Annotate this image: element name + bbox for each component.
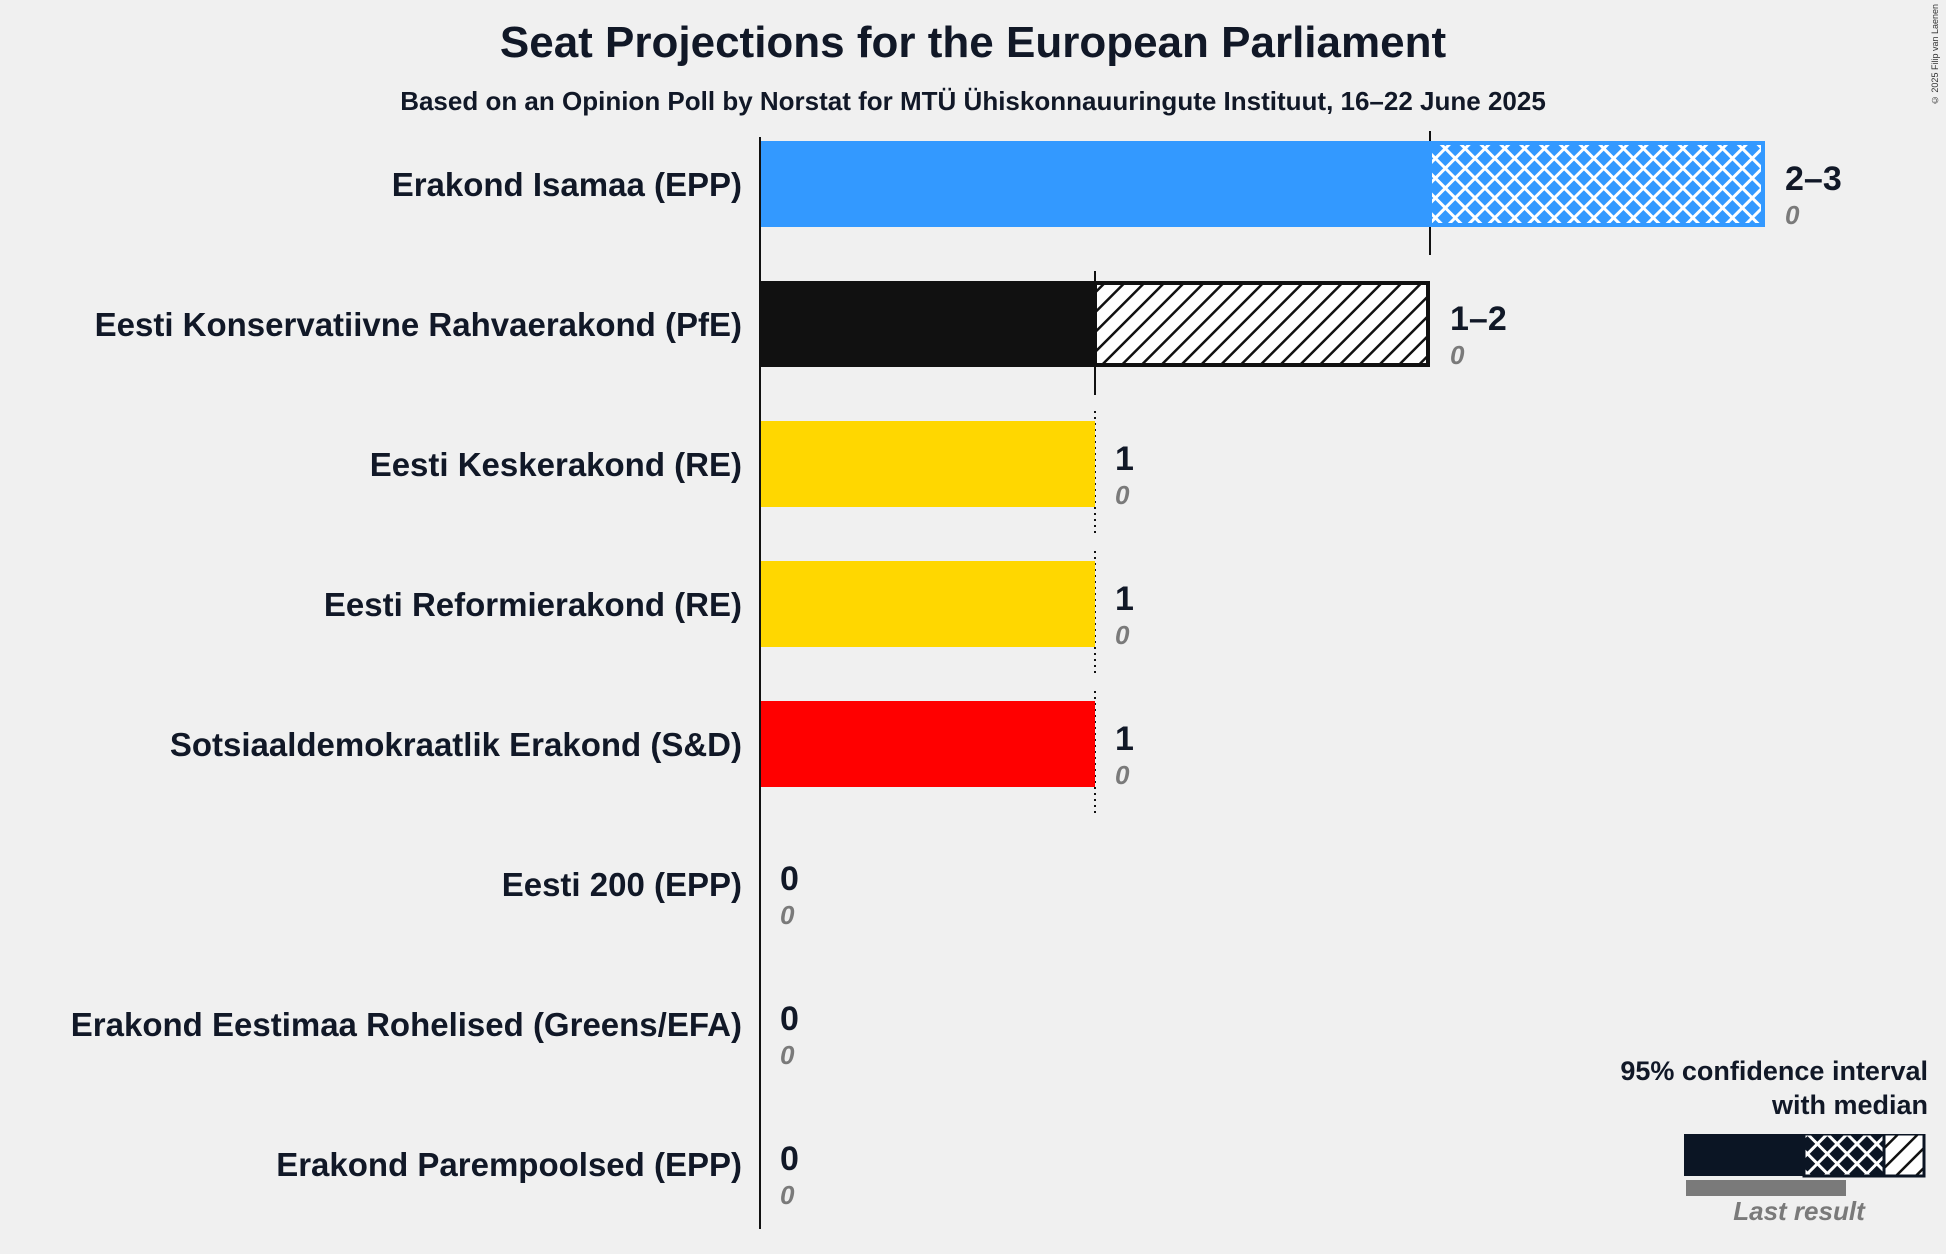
last-result-label-7: 0: [780, 1180, 795, 1210]
range-label-4: 1: [1115, 720, 1134, 758]
range-label-5: 0: [780, 860, 799, 898]
chart-title: Seat Projections for the European Parlia…: [499, 18, 1447, 67]
bar-ci-1: [1093, 281, 1430, 367]
bar-median-2: [760, 421, 1095, 507]
last-result-label-5: 0: [780, 900, 795, 930]
bar-median-1: [760, 281, 1095, 367]
party-label-2: Eesti Keskerakond (RE): [370, 446, 742, 483]
range-label-3: 1: [1115, 580, 1134, 618]
chart-subtitle: Based on an Opinion Poll by Norstat for …: [400, 86, 1546, 116]
range-label-2: 1: [1115, 440, 1134, 478]
party-label-7: Erakond Parempoolsed (EPP): [276, 1146, 742, 1183]
legend-swatch: [1684, 1134, 1926, 1196]
legend-last-result-swatch: [1686, 1180, 1846, 1196]
legend-ci-crosshatch-swatch: [1802, 1134, 1886, 1178]
range-label-6: 0: [780, 1000, 799, 1038]
gridlines: [1094, 131, 1431, 815]
legend-ci-diagonal-swatch: [1882, 1134, 1926, 1178]
legend-median-swatch: [1684, 1134, 1804, 1176]
bars: [760, 141, 1765, 787]
last-result-label-6: 0: [780, 1040, 795, 1070]
legend-last-result-label: Last result: [1733, 1196, 1865, 1226]
legend-title-line2: with median: [1771, 1090, 1928, 1120]
party-label-5: Eesti 200 (EPP): [502, 866, 742, 903]
bar-ci-0: [1428, 141, 1765, 227]
range-label-0: 2–3: [1785, 160, 1842, 198]
party-label-4: Sotsiaaldemokraatlik Erakond (S&D): [170, 726, 742, 763]
bar-median-3: [760, 561, 1095, 647]
bar-median-0: [760, 141, 1430, 227]
party-label-3: Eesti Reformierakond (RE): [324, 586, 742, 623]
last-result-label-2: 0: [1115, 480, 1130, 510]
legend-title-line1: 95% confidence interval: [1620, 1056, 1928, 1086]
last-result-label-4: 0: [1115, 760, 1130, 790]
party-label-1: Eesti Konservatiivne Rahvaerakond (PfE): [95, 306, 742, 343]
party-label-0: Erakond Isamaa (EPP): [392, 166, 742, 203]
last-result-label-3: 0: [1115, 620, 1130, 650]
last-result-label-0: 0: [1785, 200, 1800, 230]
range-label-1: 1–2: [1450, 300, 1507, 338]
party-label-6: Erakond Eestimaa Rohelised (Greens/EFA): [71, 1006, 742, 1043]
range-label-7: 0: [780, 1140, 799, 1178]
bar-median-4: [760, 701, 1095, 787]
legend: 95% confidence interval with median Last…: [1560, 1054, 1928, 1226]
last-result-label-1: 0: [1450, 340, 1465, 370]
